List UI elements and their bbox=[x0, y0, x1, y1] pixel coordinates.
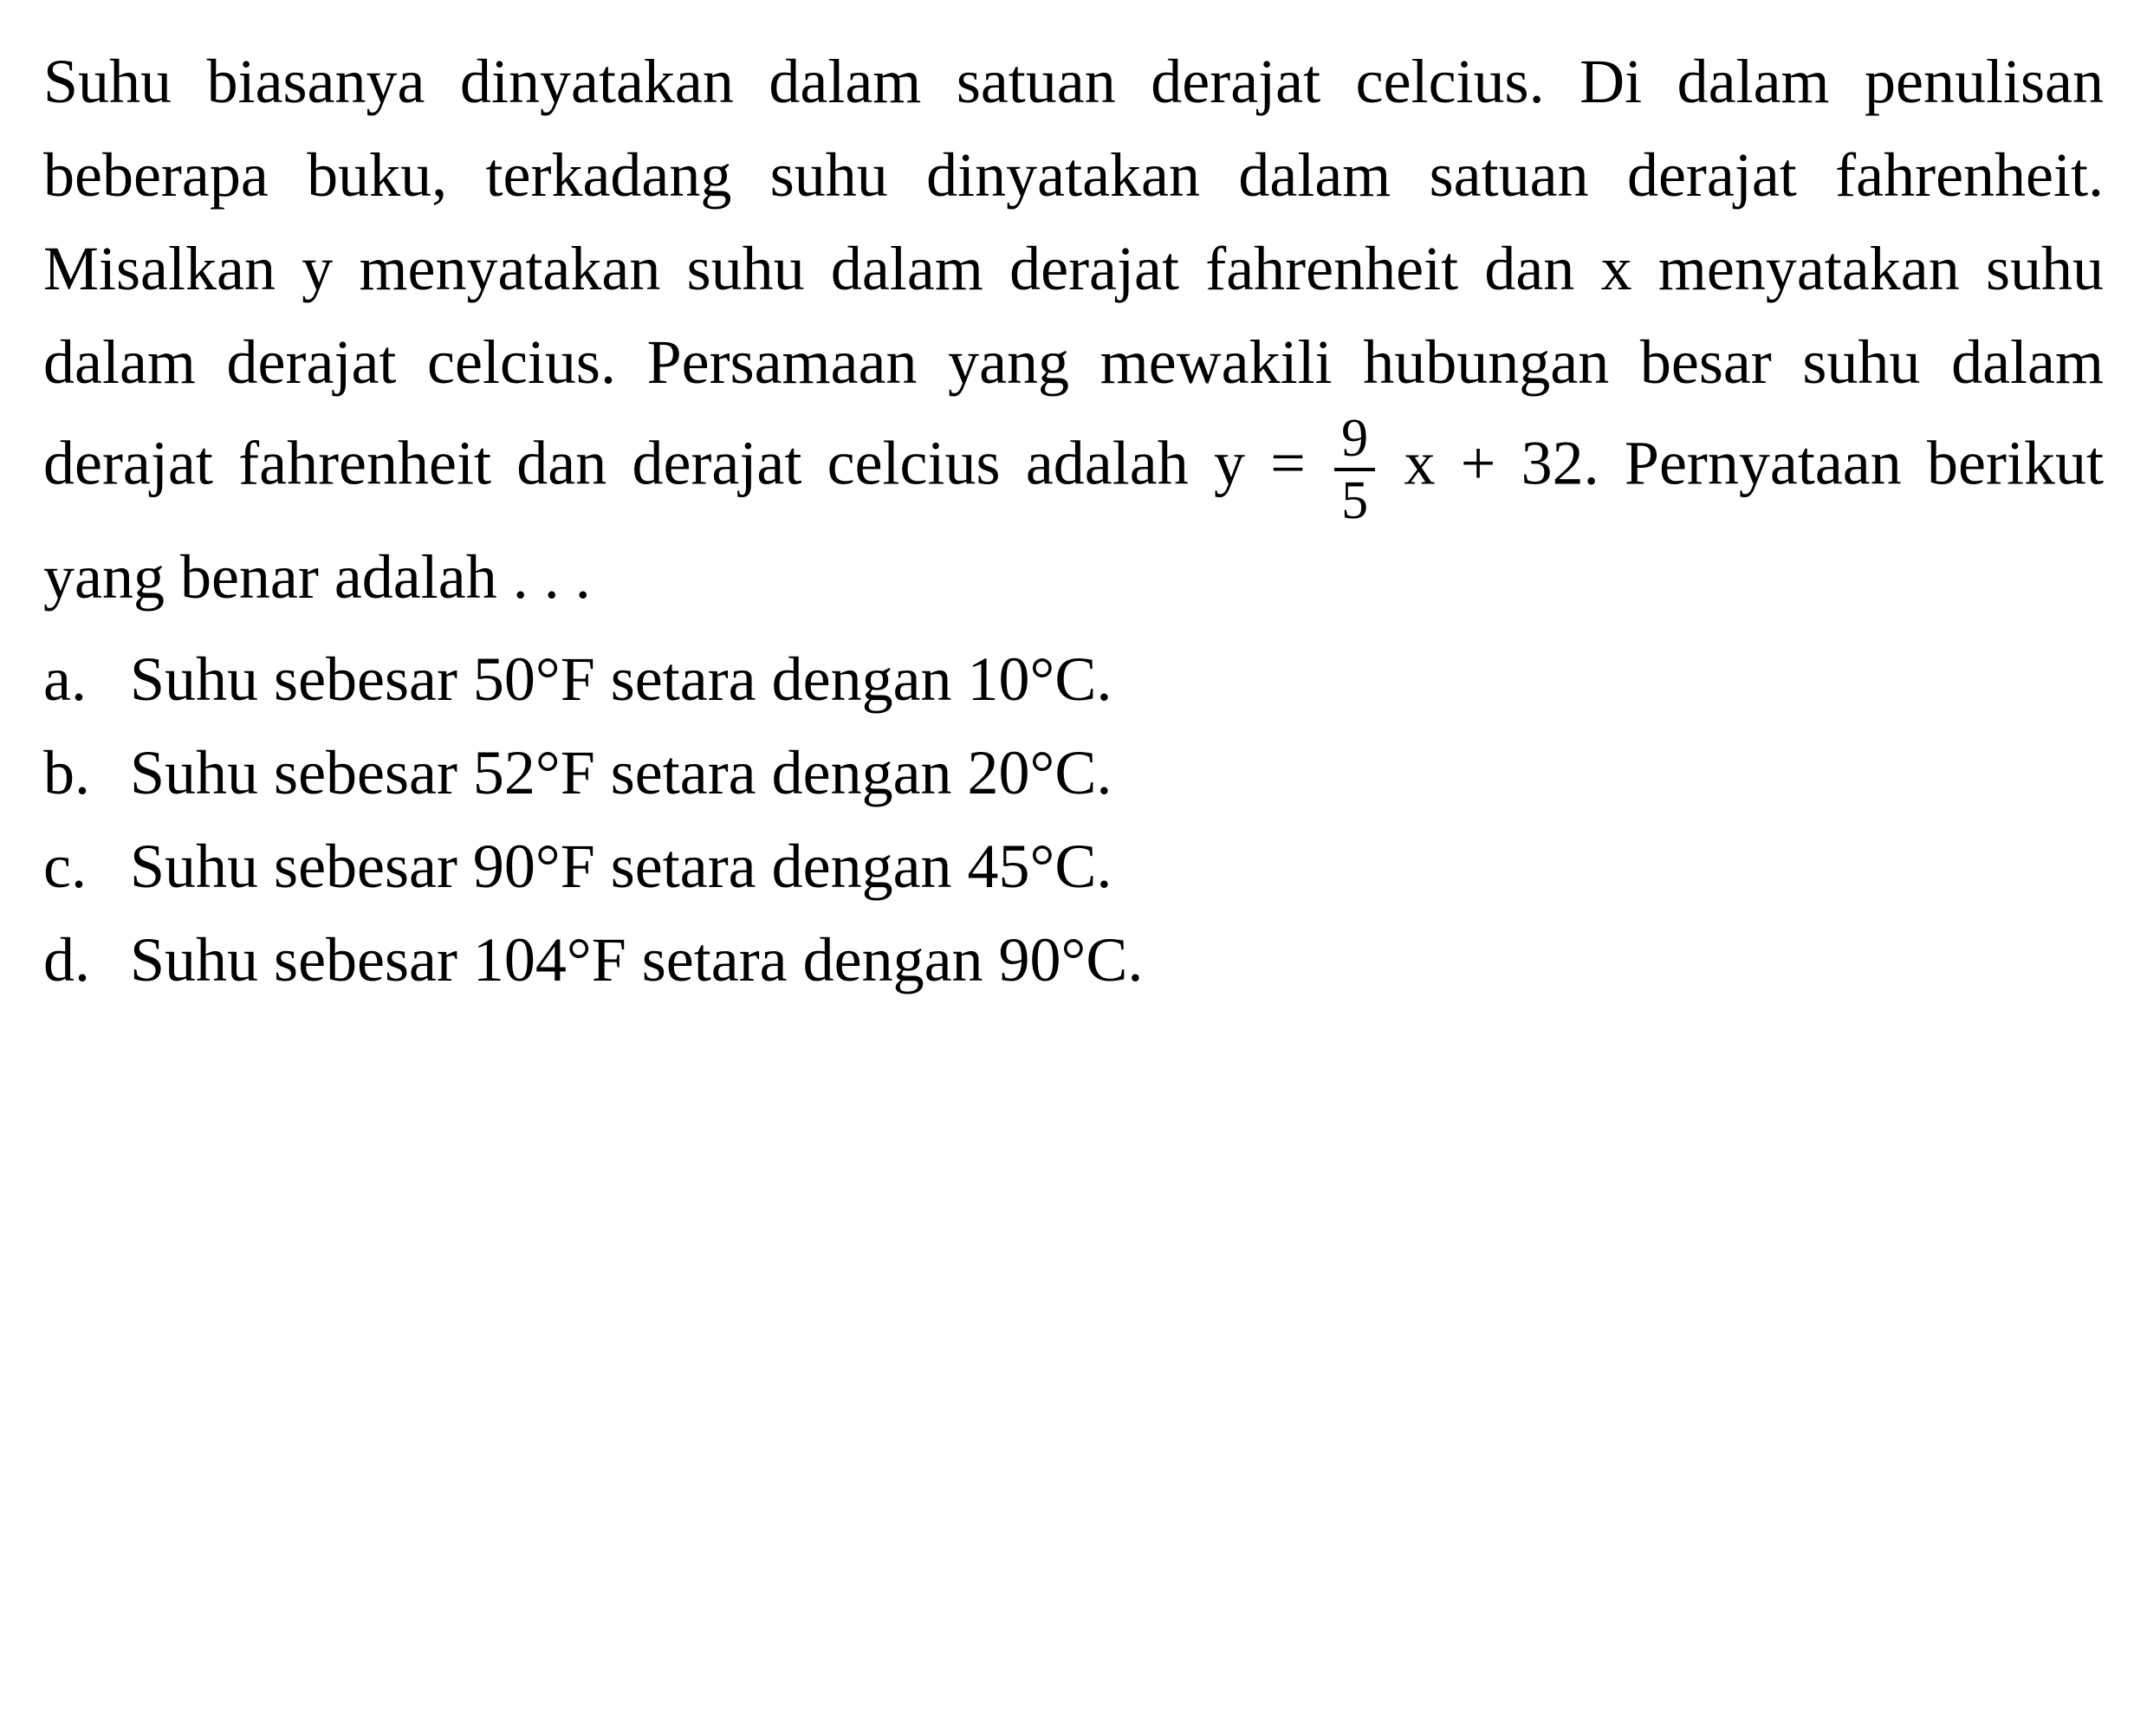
option-b: b. Suhu sebesar 52°F setara dengan 20°C. bbox=[43, 726, 2104, 819]
fraction-nine-fifths: 95 bbox=[1334, 409, 1375, 530]
option-letter: a. bbox=[43, 632, 130, 726]
option-letter: d. bbox=[43, 913, 130, 1007]
fraction-denominator: 5 bbox=[1334, 471, 1375, 530]
option-text: Suhu sebesar 90°F setara dengan 45°C. bbox=[130, 819, 2104, 913]
option-text: Suhu sebesar 52°F setara dengan 20°C. bbox=[130, 726, 2104, 819]
option-letter: b. bbox=[43, 726, 130, 819]
option-text: Suhu sebesar 50°F setara dengan 10°C. bbox=[130, 632, 2104, 726]
options-list: a. Suhu sebesar 50°F setara dengan 10°C.… bbox=[43, 632, 2104, 1007]
option-a: a. Suhu sebesar 50°F setara dengan 10°C. bbox=[43, 632, 2104, 726]
option-text: Suhu sebesar 104°F setara dengan 90°C. bbox=[130, 913, 2104, 1007]
question-body: Suhu biasanya dinyatakan dalam satuan de… bbox=[43, 35, 2104, 624]
option-d: d. Suhu sebesar 104°F setara dengan 90°C… bbox=[43, 913, 2104, 1007]
option-letter: c. bbox=[43, 819, 130, 913]
option-c: c. Suhu sebesar 90°F setara dengan 45°C. bbox=[43, 819, 2104, 913]
fraction-numerator: 9 bbox=[1334, 409, 1375, 471]
